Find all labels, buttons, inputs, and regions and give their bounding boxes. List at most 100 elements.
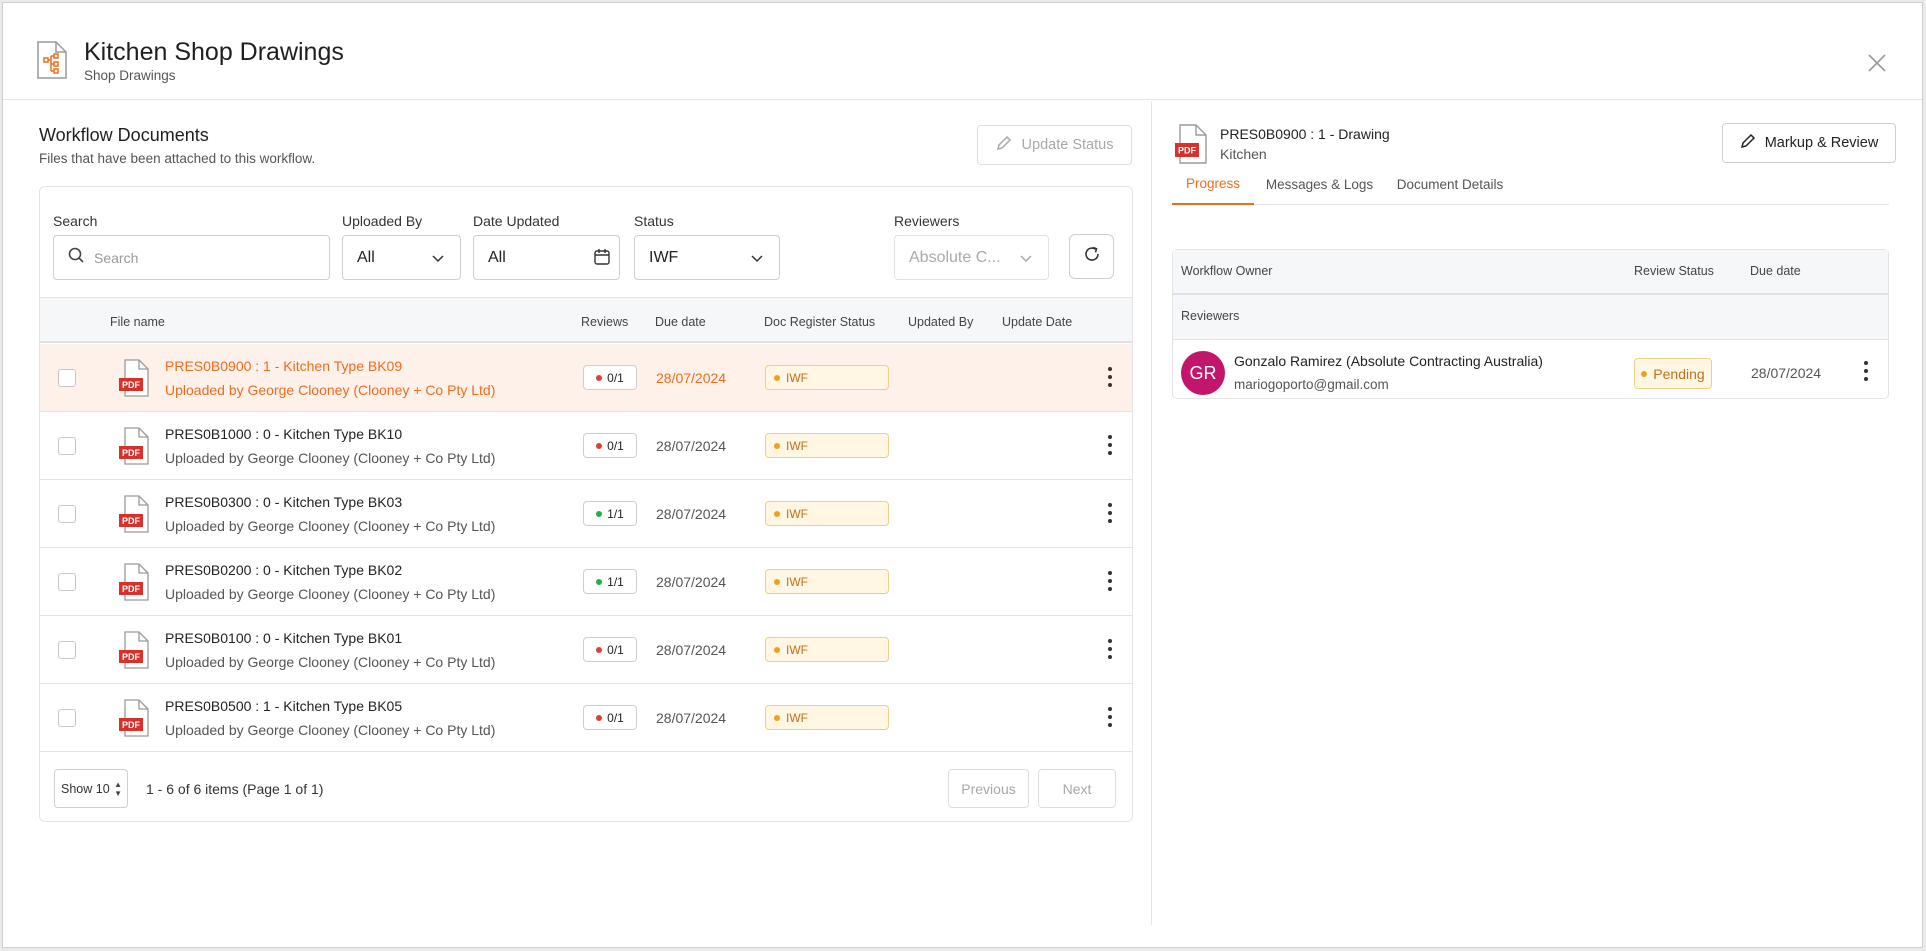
review-dot-icon — [596, 510, 603, 517]
status-select[interactable]: IWF — [634, 235, 780, 280]
doc-register-status-badge: IWF — [765, 365, 889, 390]
more-options-icon[interactable] — [1105, 435, 1115, 455]
update-status-button[interactable]: Update Status — [977, 125, 1132, 165]
more-options-icon[interactable] — [1105, 639, 1115, 659]
reviews-count: 0/1 — [607, 370, 624, 385]
date-updated-picker[interactable]: All — [473, 235, 620, 280]
doc-register-status-text: IWF — [786, 438, 808, 453]
pdf-file-icon: PDF — [117, 358, 151, 403]
table-row[interactable]: PDF PRES0B0900 : 1 - Kitchen Type BK09 U… — [40, 344, 1132, 412]
row-checkbox[interactable] — [58, 505, 76, 523]
review-dot-icon — [596, 714, 603, 721]
chevron-down-icon — [1020, 251, 1032, 269]
due-date: 28/07/2024 — [656, 574, 727, 590]
col-file-name[interactable]: File name — [110, 315, 165, 329]
pencil-icon — [996, 135, 1012, 155]
status-dot-icon — [774, 374, 780, 381]
pencil-icon — [1740, 133, 1756, 153]
pdf-label: PDF — [122, 652, 141, 662]
page-size-select[interactable]: Show 10 ▲ ▼ — [54, 769, 128, 808]
uploaded-by-text: Uploaded by George Clooney (Clooney + Co… — [165, 518, 496, 534]
reviewers-select[interactable]: Absolute C... — [894, 235, 1049, 280]
table-row[interactable]: PDF PRES0B0300 : 0 - Kitchen Type BK03 U… — [40, 480, 1132, 548]
avatar: GR — [1181, 351, 1225, 395]
col-update-date[interactable]: Update Date — [1002, 315, 1073, 329]
chevron-down-icon — [432, 251, 444, 269]
tab-progress[interactable]: Progress — [1172, 163, 1254, 205]
doc-register-status-badge: IWF — [765, 433, 889, 458]
col-reviews[interactable]: Reviews — [581, 315, 629, 329]
more-options-icon[interactable] — [1861, 361, 1871, 381]
more-options-icon[interactable] — [1105, 367, 1115, 387]
file-name-link[interactable]: PRES0B1000 : 0 - Kitchen Type BK10 — [165, 426, 403, 442]
doc-register-status-text: IWF — [786, 370, 808, 385]
page-size-value: Show 10 — [61, 781, 110, 796]
status-value: IWF — [649, 248, 679, 266]
due-date: 28/07/2024 — [656, 642, 727, 658]
modal-header: Kitchen Shop Drawings Shop Drawings — [3, 3, 1922, 100]
date-updated-value: All — [488, 248, 506, 266]
refresh-button[interactable] — [1069, 234, 1114, 279]
due-date: 28/07/2024 — [656, 710, 727, 726]
pdf-file-icon: PDF — [117, 698, 151, 743]
document-title: PRES0B0900 : 1 - Drawing — [1220, 126, 1390, 142]
row-checkbox[interactable] — [58, 437, 76, 455]
pdf-file-icon: PDF — [117, 494, 151, 539]
file-name-link[interactable]: PRES0B0200 : 0 - Kitchen Type BK02 — [165, 562, 403, 578]
detail-tabs: Progress Messages & Logs Document Detail… — [1172, 163, 1889, 205]
pdf-label: PDF — [122, 380, 141, 390]
file-name-link[interactable]: PRES0B0300 : 0 - Kitchen Type BK03 — [165, 494, 403, 510]
review-dot-icon — [596, 646, 603, 653]
svg-text:PDF: PDF — [1178, 146, 1197, 156]
more-options-icon[interactable] — [1105, 707, 1115, 727]
review-dot-icon — [596, 578, 603, 585]
doc-register-status-badge: IWF — [765, 637, 889, 662]
uploaded-by-text: Uploaded by George Clooney (Clooney + Co… — [165, 382, 496, 398]
row-checkbox[interactable] — [58, 641, 76, 659]
close-icon[interactable] — [1867, 53, 1887, 73]
row-checkbox[interactable] — [58, 369, 76, 387]
table-row[interactable]: PDF PRES0B0100 : 0 - Kitchen Type BK01 U… — [40, 616, 1132, 684]
col-due-date[interactable]: Due date — [655, 315, 706, 329]
due-date: 28/07/2024 — [656, 438, 727, 454]
more-options-icon[interactable] — [1105, 503, 1115, 523]
table-row[interactable]: PDF PRES0B1000 : 0 - Kitchen Type BK10 U… — [40, 412, 1132, 480]
reviews-badge: 0/1 — [583, 365, 637, 390]
page-subtitle: Shop Drawings — [84, 68, 176, 83]
col-review-status: Review Status — [1634, 264, 1714, 278]
section-title: Workflow Documents — [39, 125, 209, 145]
status-dot-icon — [1641, 370, 1648, 377]
row-checkbox[interactable] — [58, 709, 76, 727]
reviewers-value: Absolute C... — [909, 248, 1001, 266]
tab-messages-logs[interactable]: Messages & Logs — [1265, 176, 1374, 192]
col-doc-register-status[interactable]: Doc Register Status — [764, 315, 876, 329]
document-subtitle: Kitchen — [1220, 146, 1267, 162]
status-dot-icon — [774, 646, 780, 653]
due-date: 28/07/2024 — [656, 506, 727, 522]
doc-register-status-badge: IWF — [765, 569, 889, 594]
doc-register-status-text: IWF — [786, 574, 808, 589]
updown-arrows-icon: ▲ ▼ — [114, 780, 122, 798]
tab-document-details[interactable]: Document Details — [1396, 176, 1504, 192]
file-name-link[interactable]: PRES0B0100 : 0 - Kitchen Type BK01 — [165, 630, 403, 646]
row-checkbox[interactable] — [58, 573, 76, 591]
pagination-summary: 1 - 6 of 6 items (Page 1 of 1) — [146, 781, 324, 797]
col-updated-by[interactable]: Updated By — [908, 315, 974, 329]
next-button[interactable]: Next — [1038, 769, 1116, 808]
status-label: Status — [634, 213, 674, 229]
refresh-icon — [1083, 245, 1101, 268]
table-row[interactable]: PDF PRES0B0500 : 1 - Kitchen Type BK05 U… — [40, 684, 1132, 752]
search-input[interactable]: Search — [53, 235, 330, 280]
review-dot-icon — [596, 442, 603, 449]
due-date: 28/07/2024 — [656, 370, 727, 386]
previous-button[interactable]: Previous — [948, 769, 1029, 808]
uploaded-by-text: Uploaded by George Clooney (Clooney + Co… — [165, 654, 496, 670]
search-placeholder: Search — [94, 249, 139, 266]
reviewer-row: GR Gonzalo Ramirez (Absolute Contracting… — [1173, 341, 1888, 399]
uploaded-by-select[interactable]: All — [342, 235, 461, 280]
table-row[interactable]: PDF PRES0B0200 : 0 - Kitchen Type BK02 U… — [40, 548, 1132, 616]
more-options-icon[interactable] — [1105, 571, 1115, 591]
file-name-link[interactable]: PRES0B0900 : 1 - Kitchen Type BK09 — [165, 358, 403, 374]
file-name-link[interactable]: PRES0B0500 : 1 - Kitchen Type BK05 — [165, 698, 403, 714]
markup-review-button[interactable]: Markup & Review — [1722, 123, 1896, 163]
